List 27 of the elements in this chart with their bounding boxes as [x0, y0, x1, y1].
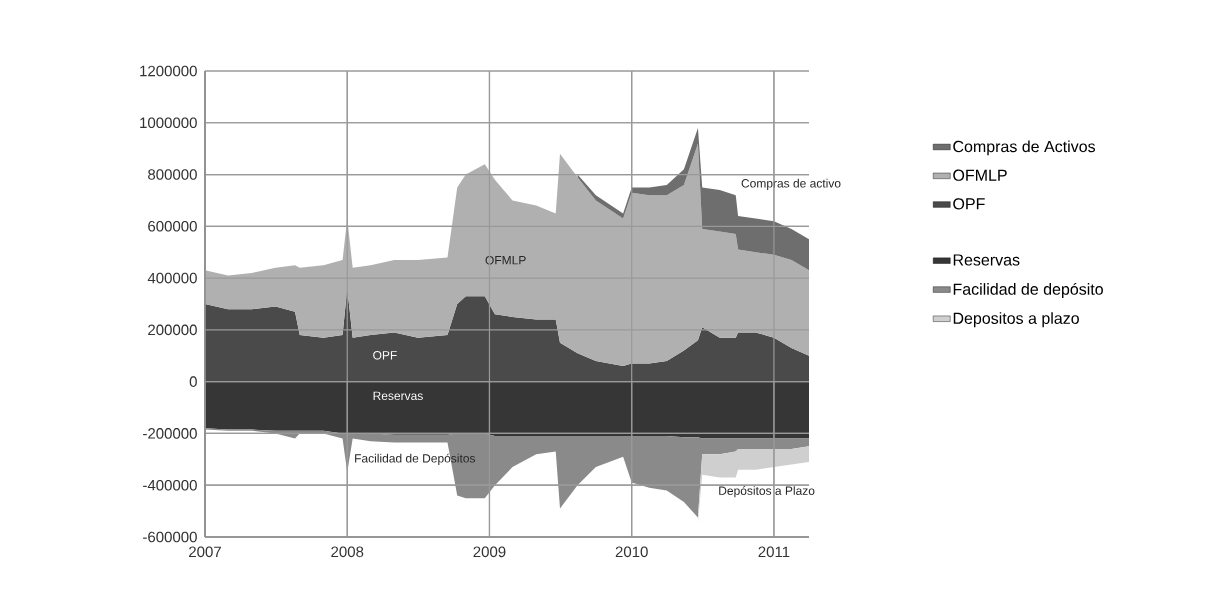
- legend-label: Depositos a plazo: [953, 312, 1079, 328]
- legend-label: Reservas: [953, 254, 1020, 266]
- x-tick-label: 2010: [615, 546, 648, 558]
- y-tick-label: 400000: [147, 272, 197, 284]
- legend-label: Facilidad de depósito: [953, 282, 1103, 299]
- y-tick-label: -200000: [143, 428, 197, 439]
- legend-label: Compras de Activos: [953, 140, 1096, 156]
- annotation: Reservas: [373, 391, 423, 401]
- annotation: Compras de activo: [741, 178, 841, 190]
- x-tick-label: 2008: [331, 546, 364, 558]
- annotation: Depósitos a Plazo: [719, 486, 815, 498]
- y-tick-label: 1200000: [140, 65, 197, 77]
- y-tick-label: -400000: [143, 479, 197, 491]
- y-tick-label: 600000: [148, 221, 197, 232]
- y-tick-label: 1000000: [140, 117, 197, 129]
- y-tick-label: 200000: [148, 324, 197, 336]
- annotation: OPF: [373, 351, 397, 360]
- y-tick-label: 800000: [148, 169, 197, 180]
- annotation: OFMLP: [485, 255, 526, 265]
- x-tick-label: 2011: [758, 546, 790, 558]
- y-tick-label: -600000: [143, 531, 197, 543]
- annotation: Facilidad de Depósitos: [355, 453, 476, 465]
- legend-label: OPF: [953, 198, 985, 210]
- x-tick-label: 2007: [189, 546, 221, 558]
- x-tick-label: 2009: [473, 546, 506, 558]
- legend-label: OFMLP: [953, 169, 1007, 181]
- y-tick-label: 0: [189, 376, 197, 387]
